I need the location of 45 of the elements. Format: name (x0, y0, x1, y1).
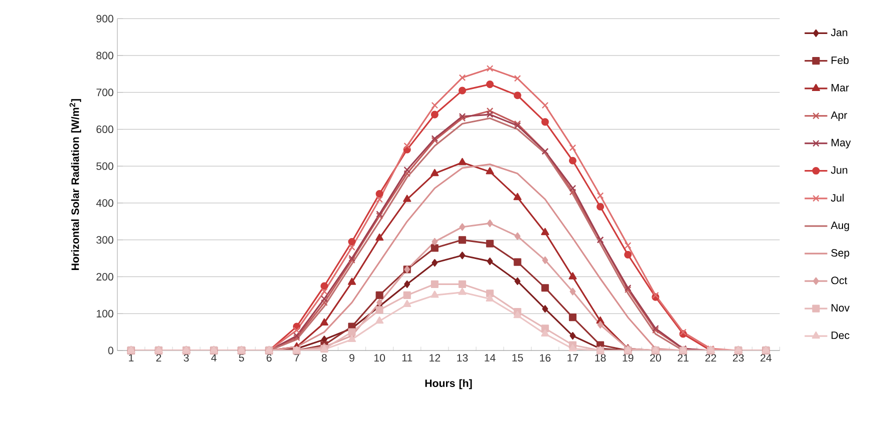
y-tick-label: 900 (96, 14, 114, 23)
x-axis-title: Hours [h] (425, 379, 472, 390)
x-tick-label: 19 (622, 354, 634, 362)
y-tick-label: 200 (96, 273, 114, 281)
x-tick-label: 9 (349, 354, 354, 362)
x-tick-label: 13 (457, 354, 468, 362)
x-tick-label: 4 (211, 354, 217, 362)
y-tick-label: 700 (96, 88, 114, 96)
legend-label: Nov (832, 304, 850, 312)
x-tick-label: 18 (595, 354, 606, 362)
x-tick-label: 24 (760, 354, 772, 362)
x-tick-label: 15 (512, 354, 523, 362)
x-tick-label: 20 (650, 354, 662, 362)
x-tick-label: 16 (540, 354, 551, 362)
x-tick-label: 8 (322, 354, 327, 362)
legend-label: Sep (831, 249, 850, 259)
y-tick-label: 100 (96, 310, 114, 318)
y-tick-label: 600 (96, 126, 114, 134)
legend-label: Feb (832, 56, 849, 64)
legend-label: Jan (830, 28, 848, 36)
x-tick-label: 17 (568, 354, 578, 362)
legend-label: Apr (830, 112, 848, 122)
x-tick-label: 14 (484, 354, 496, 362)
legend-label: Jun (830, 166, 848, 174)
x-tick-label: 12 (430, 354, 440, 362)
y-tick-label: 500 (96, 162, 114, 170)
y-tick-label: 400 (96, 199, 114, 207)
legend-label: May (832, 139, 851, 149)
legend-label: Aug (830, 222, 849, 232)
legend-label: Jul (830, 194, 844, 202)
legend-label: Oct (831, 276, 848, 284)
y-axis-title: Horizontal Solar Radiation [W/m$^{2}$] (70, 99, 82, 270)
x-tick-label: 5 (238, 354, 244, 362)
y-tick-label: 0 (108, 346, 114, 354)
x-tick-label: 10 (374, 354, 385, 362)
legend-label: Dec (832, 332, 850, 340)
x-tick-label: 23 (732, 354, 744, 362)
x-tick-label: 21 (678, 354, 688, 362)
y-tick-label: 800 (96, 52, 114, 60)
x-tick-label: 11 (402, 354, 412, 362)
x-tick-label: 22 (705, 354, 716, 362)
x-tick-label: 6 (266, 354, 272, 362)
x-tick-label: 7 (294, 354, 300, 362)
y-tick-label: 300 (96, 236, 114, 244)
legend-label: Mar (832, 84, 849, 92)
